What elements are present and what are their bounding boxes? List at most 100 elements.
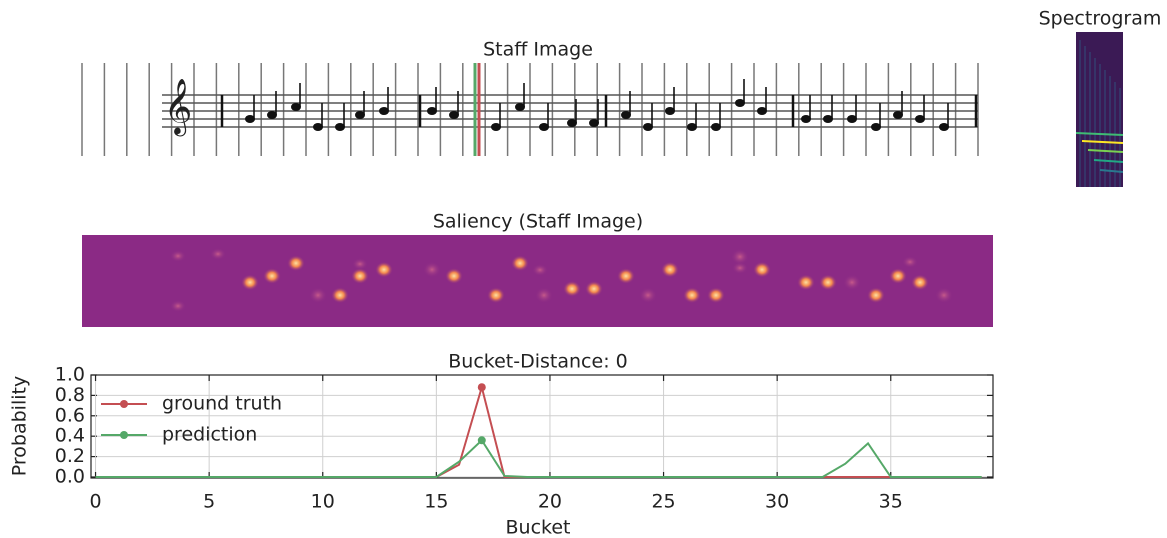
saliency-blob (639, 287, 657, 304)
note (567, 119, 577, 127)
plot: 0.00.20.40.60.81.0 0 5 10 15 20 25 30 35 ground t… (55, 364, 994, 513)
plot-frame (90, 374, 994, 479)
note (291, 103, 301, 111)
note (801, 115, 811, 123)
note (621, 111, 631, 119)
spec-streak (1099, 169, 1124, 173)
note (939, 123, 949, 131)
saliency-blob (331, 287, 349, 304)
chart-title: Bucket-Distance: 0 (448, 351, 627, 373)
peak-marker (477, 383, 486, 392)
y-tick-label: 0.6 (55, 404, 85, 426)
note (665, 107, 675, 115)
saliency-blob (867, 287, 885, 304)
note (491, 123, 501, 131)
x-tick-label: 10 (311, 491, 335, 513)
y-tick-label: 0.2 (55, 445, 85, 467)
saliency-blob (661, 261, 679, 278)
saliency-blob (375, 261, 393, 278)
saliency-title: Saliency (Staff Image) (433, 211, 643, 233)
note (539, 123, 549, 131)
note (711, 123, 721, 131)
saliency-blob (731, 248, 749, 265)
saliency-blob (902, 256, 918, 268)
saliency-blob (585, 280, 603, 297)
legend-marker (120, 431, 128, 439)
note (915, 115, 925, 123)
legend-label: ground truth (162, 393, 282, 415)
spec-streak (1087, 149, 1124, 153)
x-tick-label: 35 (879, 491, 903, 513)
saliency-blob (351, 268, 369, 284)
saliency-blob (532, 264, 548, 276)
saliency-blob (263, 268, 281, 284)
saliency-blob (911, 274, 929, 291)
note (267, 111, 277, 119)
x-tick-label: 5 (203, 491, 215, 513)
saliency-blob (535, 287, 553, 304)
saliency-blob (819, 274, 837, 291)
note (871, 123, 881, 131)
legend-label: prediction (162, 424, 257, 446)
saliency-blob (170, 250, 186, 262)
x-tick-label: 15 (424, 491, 448, 513)
spec-streak (1093, 159, 1124, 163)
saliency-blob (309, 287, 327, 304)
staff-title: Staff Image (483, 39, 593, 61)
note (643, 123, 653, 131)
note (427, 107, 437, 115)
y-tick-label: 0.8 (55, 384, 85, 406)
y-tick-label: 0.4 (55, 425, 85, 447)
note (245, 115, 255, 123)
saliency-blob (935, 287, 953, 304)
saliency-blob (753, 261, 771, 278)
x-tick-label: 25 (651, 491, 675, 513)
y-tick-label: 0.0 (55, 465, 85, 487)
note (589, 119, 599, 127)
saliency-blob (683, 287, 701, 304)
saliency-image (82, 235, 993, 327)
note (515, 103, 525, 111)
saliency-blob (210, 248, 226, 260)
spectrogram-lines (1075, 40, 1124, 187)
note (449, 111, 459, 119)
staff-image: 𝄞 (81, 63, 979, 156)
saliency-blobs (170, 248, 953, 312)
x-axis-label: Bucket (506, 517, 571, 538)
saliency-blob (287, 255, 305, 272)
note (735, 99, 745, 107)
spectrogram-title: Spectrogram (1039, 8, 1162, 30)
x-tick-label: 0 (89, 491, 101, 513)
saliency-blob (617, 268, 635, 284)
y-tick-label: 1.0 (55, 364, 85, 386)
note (687, 123, 697, 131)
saliency-blob (511, 255, 529, 272)
spec-streak (1075, 132, 1124, 136)
note (379, 107, 389, 115)
saliency-blob (352, 258, 368, 270)
x-tick-label: 20 (538, 491, 562, 513)
legend-marker (120, 400, 128, 408)
clef: 𝄞 (164, 79, 192, 137)
saliency-blob (889, 268, 907, 284)
note (823, 115, 833, 123)
series-line (95, 438, 982, 478)
note (893, 111, 903, 119)
saliency-blob (170, 300, 186, 312)
note (757, 107, 767, 115)
x-tick-label: 30 (765, 491, 789, 513)
note (847, 115, 857, 123)
saliency-blob (732, 262, 748, 274)
note (335, 123, 345, 131)
saliency-blob (241, 274, 259, 291)
spec-streak (1081, 140, 1124, 144)
saliency-blob (445, 268, 463, 284)
saliency-blob (797, 274, 815, 291)
y-axis-label: Probability (9, 376, 31, 476)
saliency-blob (423, 261, 441, 278)
peak-marker (477, 436, 486, 445)
saliency-blob (843, 274, 861, 291)
note (355, 111, 365, 119)
saliency-blob (707, 287, 725, 304)
